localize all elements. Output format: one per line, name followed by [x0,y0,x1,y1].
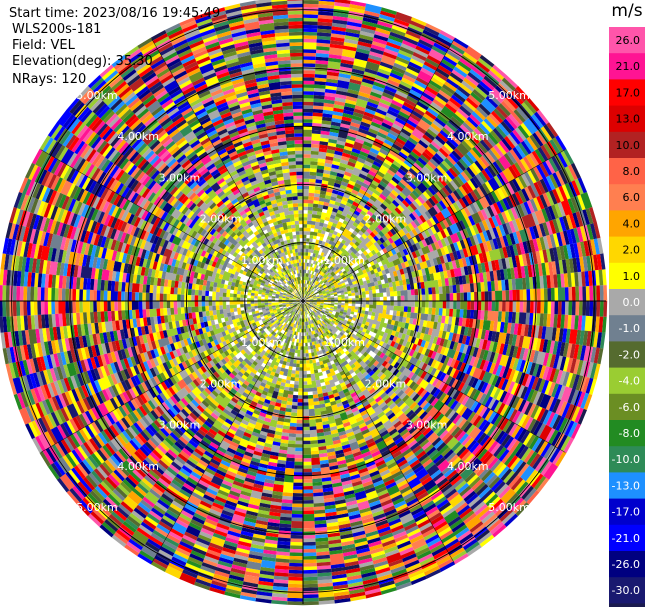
azimuth-spoke [40,300,304,453]
instrument-name: WLS200s-181 [12,22,102,37]
range-ring-label: 4.00km [447,460,489,473]
azimuth-spoke [151,38,304,302]
gate-color-group [9,4,608,600]
range-ring-label: 3.00km [159,171,201,184]
field-name: Field: VEL [12,38,75,53]
gate-color-group [9,0,604,596]
gate-color-group [4,0,604,599]
range-ring-label: 3.00km [406,419,448,432]
gate-color-group [0,3,601,602]
range-ring-label: 1.00km [323,336,365,349]
azimuth-spoke [302,300,566,453]
gate-color-group [2,0,597,592]
azimuth-spoke [302,300,455,564]
range-ring-label: 2.00km [365,377,407,390]
range-ring-label: 4.00km [117,130,159,143]
azimuth-spoke [302,149,566,302]
range-ring-label: 4.00km [117,460,159,473]
range-ring-label: 2.00km [200,377,242,390]
start-time: Start time: 2023/08/16 19:45:49 [9,6,221,21]
range-ring-label: 1.00km [323,254,365,267]
range-ring-label: 1.00km [241,336,283,349]
velocity-gates [0,0,608,606]
range-ring-label: 1.00km [241,254,283,267]
range-ring-label: 5.00km [76,501,118,514]
azimuth-spoke [40,149,304,302]
gate-color-group [0,11,602,604]
nrays: NRays: 120 [12,72,87,87]
range-ring-label: 2.00km [200,213,242,226]
range-ring-label: 3.00km [159,419,201,432]
gate-color-group [5,4,608,598]
range-ring-label: 2.00km [365,213,407,226]
elevation: Elevation(deg): 35.30 [12,54,153,69]
range-ring-label: 3.00km [406,171,448,184]
azimuth-spoke [151,300,304,564]
range-ring-labels: 1.00km 1.00km 1.00km 1.00km 2.00km 2.00km 2.00… [76,89,530,514]
azimuth-spokes [0,0,606,604]
range-ring-label: 4.00km [447,130,489,143]
azimuth-spoke [302,38,455,302]
range-ring-label: 5.00km [488,89,530,102]
gate-color-group [6,0,604,591]
gate-color-group [0,0,604,605]
range-ring-label: 5.00km [76,89,118,102]
range-ring-label: 5.00km [488,501,530,514]
